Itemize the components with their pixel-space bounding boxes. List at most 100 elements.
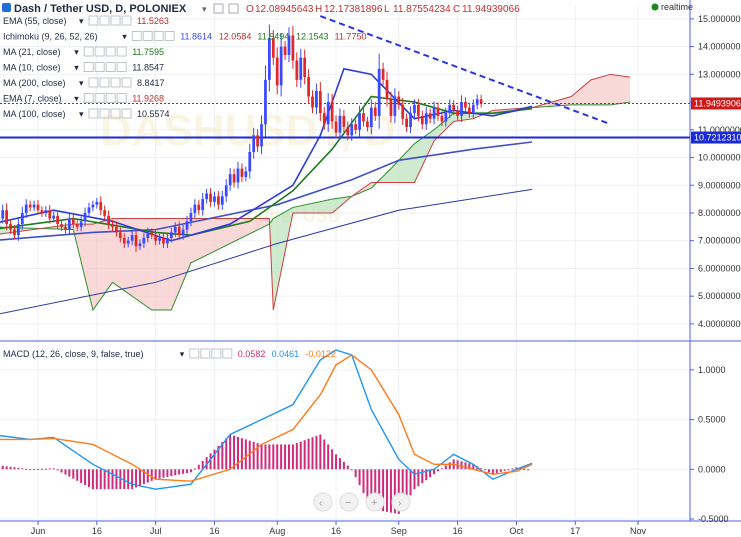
indicator-action-button[interactable] [121,77,132,88]
macd-histogram-bar [440,468,443,470]
ohlc-value: 12.17381896 [324,4,383,15]
indicator-name: MA (21, close) [3,47,61,57]
macd-histogram-bar [303,440,306,470]
indicator-name: EMA (55, close) [3,16,67,26]
macd-histogram-bar [17,467,20,470]
indicator-action-button[interactable] [83,93,94,103]
macd-action-button[interactable] [200,348,211,359]
candle-body [75,224,79,227]
indicator-action-button[interactable] [99,15,110,26]
indicator-action-button[interactable] [99,77,110,88]
indicator-value: 11.5263 [137,16,169,26]
indicator-action-button[interactable] [105,93,116,103]
price-tick-label: 13.0000000 [698,69,741,79]
indicator-action-button[interactable] [116,93,127,103]
macd-histogram-bar [319,434,322,470]
indicator-action-button[interactable] [110,108,121,119]
macd-histogram-bar [111,469,114,490]
price-tick-label: 9.00000000 [698,180,741,190]
macd-histogram-bar [213,449,216,470]
symbol-menu-chevron-icon[interactable]: ▾ [202,4,207,14]
macd-histogram-bar [237,436,239,470]
indicator-action-button[interactable] [116,62,127,72]
indicator-action-button[interactable] [94,46,105,57]
macd-histogram-bar [331,449,334,470]
indicator-menu-chevron-icon[interactable]: ▾ [74,63,79,73]
indicator-menu-chevron-icon[interactable]: ▾ [74,47,79,57]
indicator-action-button[interactable] [88,108,99,119]
macd-histogram-bar [182,469,185,474]
indicator-menu-chevron-icon[interactable]: ▾ [79,78,84,88]
macd-histogram-bar [370,469,373,510]
indicator-action-button[interactable] [83,62,94,72]
symbol-settings-gear-icon[interactable] [213,3,224,14]
indicator-action-button[interactable] [164,31,175,41]
indicator-action-button[interactable] [83,46,94,57]
macd-action-button[interactable] [222,348,233,359]
indicator-action-button[interactable] [94,62,105,72]
macd-action-button[interactable] [189,348,200,359]
macd-histogram-bar [484,469,487,471]
candle-body [287,35,291,55]
macd-histogram-bar [166,469,169,477]
indicator-action-button[interactable] [142,31,153,41]
indicator-action-button[interactable] [121,108,132,119]
candle-body [311,96,314,108]
indicator-name: Ichimoku (9, 26, 52, 26) [3,32,98,42]
candle-body [326,102,330,125]
descending-trendline[interactable] [320,15,611,126]
ichimoku-cloud-segment [92,218,113,311]
candle-body [468,107,471,114]
zoom-out-button[interactable] [339,492,359,512]
candle-body [9,224,12,230]
indicator-menu-chevron-icon[interactable]: ▾ [74,94,79,104]
indicator-action-button[interactable] [88,15,99,26]
indicator-menu-chevron-icon[interactable]: ▾ [122,32,127,42]
ichimoku-cloud-segment [390,143,415,183]
indicator-action-button[interactable] [94,93,105,103]
ichimoku-span-b-line [0,73,631,311]
scroll-left-button[interactable] [313,492,333,512]
indicator-action-button[interactable] [105,46,116,57]
macd-histogram-bar [107,469,110,490]
indicator-action-button[interactable] [153,31,164,41]
candle-body [224,185,228,197]
indicator-action-button[interactable] [131,31,142,41]
time-axis[interactable]: Jun 16 Jul 16 Aug 16 Sep 16 Oct 17 Nov [31,521,647,536]
indicator-action-button[interactable] [116,46,127,57]
macd-histogram-bar [21,468,24,470]
candle-body [275,57,279,86]
macd-axis[interactable]: 1.0000 0.5000 0.0000 -0.5000 [690,365,729,524]
macd-histogram-bar [417,469,420,487]
candle-body [268,38,271,80]
indicator-action-button[interactable] [99,108,110,119]
indicator-action-button[interactable] [110,77,121,88]
ohlc-value: 11.87554234 [393,4,451,15]
indicator-action-button[interactable] [110,15,121,26]
zoom-in-button[interactable] [365,492,385,512]
candle-body [354,124,358,130]
candle-body [126,240,130,244]
candle-body [68,218,71,230]
indicator-action-button[interactable] [88,77,99,88]
macd-histogram-bar [68,469,71,477]
indicator-action-button[interactable] [105,62,116,72]
indicator-action-button[interactable] [121,15,132,26]
macd-histogram-bar [264,444,267,470]
candle-body [146,232,150,238]
candle-body [283,46,287,55]
indicator-menu-chevron-icon[interactable]: ▾ [79,16,84,26]
symbol-compare-plus-icon[interactable] [228,3,239,14]
macd-histogram-bar [495,469,498,474]
candle-body [169,232,173,238]
time-tick-label: Sep [391,526,407,536]
macd-histogram-bar [29,469,32,471]
macd-action-button[interactable] [211,348,222,359]
macd-histogram-bar [425,469,428,481]
macd-histogram-bar [487,469,490,473]
indicator-menu-chevron-icon[interactable]: ▾ [79,109,84,119]
scroll-right-button[interactable] [391,492,411,512]
macd-menu-chevron-icon[interactable]: ▾ [180,349,185,359]
macd-histogram-bar [421,469,424,484]
macd-histogram-bar [315,435,318,470]
